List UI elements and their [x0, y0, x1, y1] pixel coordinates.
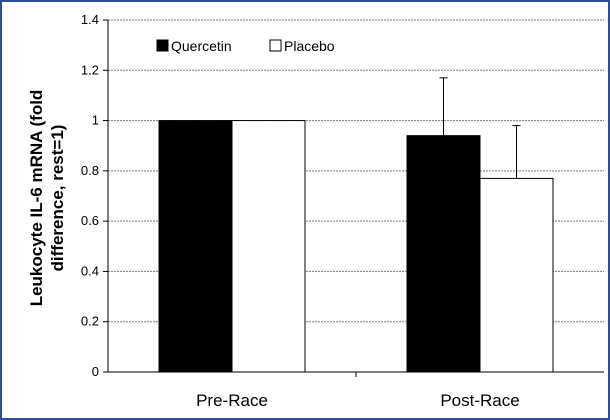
legend: Quercetin Placebo [156, 38, 335, 54]
y-tick-label-3: 0.6 [81, 213, 99, 228]
y-tick-label-5: 1 [92, 113, 99, 128]
bar-placebo-pre-race [231, 120, 306, 373]
y-tick-label-4: 0.8 [81, 163, 99, 178]
y-axis-title-line1: Leukocyte IL-6 mRNA (fold [27, 90, 46, 307]
y-axis-title-line2: difference, rest=1) [48, 125, 67, 272]
y-tick-labels: 0 0.2 0.4 0.6 0.8 1 1.2 1.4 [81, 12, 99, 379]
y-tick-label-0: 0 [92, 364, 99, 379]
y-tick-label-7: 1.4 [81, 12, 99, 27]
y-tick-label-2: 0.4 [81, 263, 99, 278]
bars [158, 120, 554, 373]
legend-swatch-quercetin [156, 39, 169, 52]
y-tick-label-1: 0.2 [81, 314, 99, 329]
bar-quercetin-pre-race [158, 120, 233, 373]
error-bars [439, 77, 521, 179]
legend-swatch-placebo [269, 39, 282, 52]
legend-label-placebo: Placebo [284, 38, 335, 54]
x-category-label-1: Post-Race [440, 391, 519, 410]
bar-placebo-post-race [479, 177, 554, 373]
x-category-label-0: Pre-Race [196, 391, 268, 410]
x-category-labels: Pre-Race Post-Race [196, 391, 520, 410]
y-tick-label-6: 1.2 [81, 62, 99, 77]
bar-quercetin-post-race [406, 135, 481, 373]
legend-label-quercetin: Quercetin [171, 38, 232, 54]
